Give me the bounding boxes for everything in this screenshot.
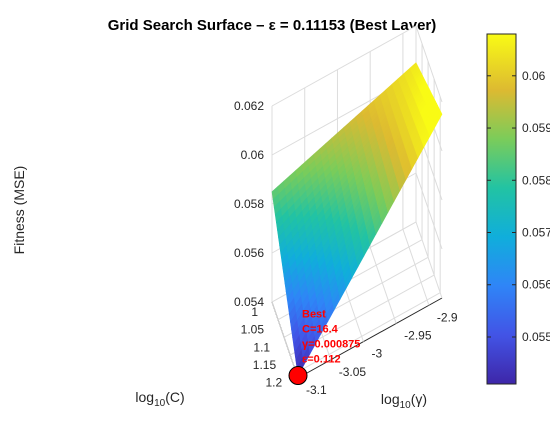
z-axis-label: Fitness (MSE) <box>11 166 27 255</box>
colorbar-tick-label: 0.06 <box>522 69 546 83</box>
best-annotation-line: γ=0.000875 <box>302 339 360 351</box>
colorbar-tick-label: 0.059 <box>522 121 550 135</box>
grid-y-floor <box>271 301 299 379</box>
x-tick-label: 1.15 <box>253 358 277 372</box>
x-tick-label: 1.2 <box>265 376 282 390</box>
grid-x-floor <box>295 292 441 374</box>
y-axis-label: log10(γ) <box>381 391 427 411</box>
grid-z-right <box>415 172 443 250</box>
best-point-marker <box>288 366 308 386</box>
z-tick-label: 0.058 <box>234 197 264 211</box>
colorbar-ticks: 0.055 0.056 0.057 0.058 0.059 0.06 <box>487 69 550 344</box>
z-tick-label: 0.06 <box>241 148 265 162</box>
colorbar: 0.055 0.056 0.057 0.058 0.059 0.06 <box>486 33 550 385</box>
tick-labels: 0.054 0.056 0.058 0.06 0.062 1 1.05 1.1 1.15 1.2 -… <box>234 99 458 397</box>
colorbar-tick-label: 0.057 <box>522 226 550 240</box>
best-annotation-line: ε=0.112 <box>302 354 341 366</box>
chart-title: Grid Search Surface – ε = 0.11153 (Best … <box>108 17 437 34</box>
z-tick-label: 0.054 <box>234 295 264 309</box>
surface-patch <box>434 111 443 126</box>
best-annotation-line: C=16.4 <box>302 324 339 336</box>
grid-z-left <box>271 25 417 107</box>
y-tick-label: -3.1 <box>306 383 327 397</box>
y-axis-line <box>297 297 443 379</box>
colorbar-tick-label: 0.058 <box>522 173 550 187</box>
y-tick-label: -3.05 <box>339 365 367 379</box>
grid-z-right <box>415 221 443 299</box>
x-axis-label: log10(C) <box>135 389 184 409</box>
x-tick-label: 1.05 <box>241 323 265 337</box>
colorbar-fill <box>486 33 517 385</box>
surface-mesh <box>271 62 443 377</box>
grid-y-floor <box>369 247 397 324</box>
x-tick-label: 1 <box>251 305 258 319</box>
grid-z-right <box>415 25 443 103</box>
colorbar-tick-label: 0.055 <box>522 330 550 344</box>
y-tick-label: -3 <box>371 347 382 361</box>
z-tick-label: 0.062 <box>234 99 264 113</box>
y-tick-label: -2.95 <box>404 328 432 342</box>
z-tick-label: 0.056 <box>234 246 264 260</box>
colorbar-tick-label: 0.056 <box>522 278 550 292</box>
x-tick-label: 1.1 <box>253 340 270 354</box>
best-marker-group: Best C=16.4 γ=0.000875 ε=0.112 <box>288 309 360 386</box>
best-annotation-line: Best <box>302 309 326 321</box>
y-tick-label: -2.9 <box>437 310 458 324</box>
grid-y-floor <box>402 229 430 306</box>
